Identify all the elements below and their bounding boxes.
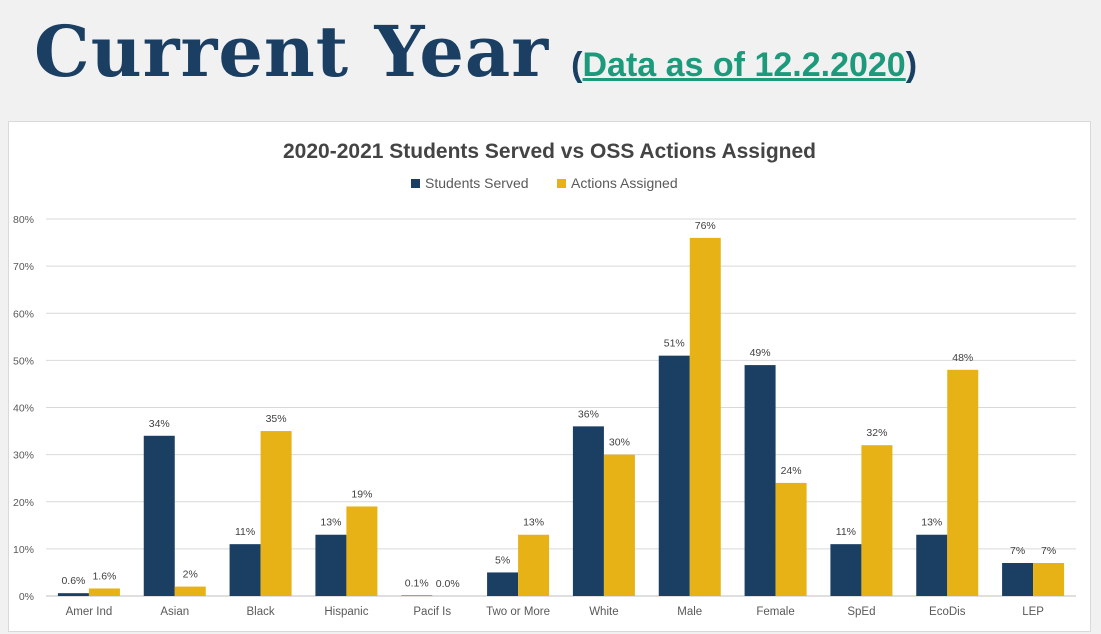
- data-label: 1.6%: [92, 570, 116, 582]
- legend-label-2: Actions Assigned: [571, 175, 678, 191]
- data-label: 7%: [1010, 545, 1025, 557]
- data-label: 11%: [235, 526, 255, 538]
- bar-students-served: [143, 435, 175, 596]
- data-label: 11%: [836, 526, 856, 538]
- y-tick-label: 70%: [13, 261, 34, 273]
- data-label: 7%: [1041, 545, 1056, 557]
- bar-actions-assigned: [518, 534, 550, 596]
- bar-actions-assigned: [174, 586, 206, 596]
- bar-chart: 2020-2021 Students Served vs OSS Actions…: [13, 140, 1076, 618]
- x-category-label: Black: [247, 606, 275, 618]
- data-label: 76%: [695, 220, 716, 232]
- data-date-note: (Data as of 12.2.2020): [571, 46, 917, 85]
- legend-label-1: Students Served: [425, 175, 529, 191]
- bar-actions-assigned: [346, 506, 378, 596]
- y-tick-label: 80%: [13, 214, 34, 226]
- x-category-label: White: [589, 606, 618, 618]
- data-label: 0.0%: [436, 578, 460, 590]
- bar-students-served: [916, 534, 948, 596]
- data-label: 30%: [609, 437, 630, 449]
- bar-actions-assigned: [603, 454, 635, 596]
- open-paren: (: [571, 46, 583, 84]
- data-label: 13%: [320, 517, 341, 529]
- data-label: 19%: [351, 488, 372, 500]
- data-label: 48%: [952, 352, 973, 364]
- bar-actions-assigned: [88, 588, 120, 596]
- bar-students-served: [57, 593, 89, 596]
- data-label: 5%: [495, 554, 510, 566]
- close-paren: ): [905, 46, 918, 84]
- data-label: 0.6%: [61, 575, 85, 587]
- data-label: 24%: [781, 465, 802, 477]
- y-tick-label: 10%: [13, 544, 34, 556]
- y-tick-label: 30%: [13, 450, 34, 462]
- y-tick-label: 40%: [13, 403, 34, 415]
- chart-title: 2020-2021 Students Served vs OSS Actions…: [283, 140, 816, 163]
- bar-students-served: [315, 534, 347, 596]
- data-label: 13%: [523, 517, 544, 529]
- bar-students-served: [830, 544, 862, 596]
- bar-actions-assigned: [1033, 563, 1065, 596]
- data-label: 2%: [183, 569, 198, 581]
- data-label: 35%: [266, 413, 287, 425]
- legend-swatch-2: [557, 179, 566, 188]
- data-label: 13%: [921, 517, 942, 529]
- bar-students-served: [229, 544, 261, 596]
- data-label: 0.1%: [405, 578, 429, 590]
- bar-actions-assigned: [689, 237, 721, 596]
- page-header: Current Year (Data as of 12.2.2020): [34, 10, 917, 93]
- bar-students-served: [658, 355, 690, 596]
- data-label: 32%: [866, 427, 887, 439]
- x-category-label: Female: [756, 606, 794, 618]
- x-category-label: Male: [677, 606, 702, 618]
- data-label: 34%: [149, 418, 170, 430]
- y-tick-label: 50%: [13, 355, 34, 367]
- bar-actions-assigned: [861, 445, 893, 596]
- y-tick-label: 20%: [13, 497, 34, 509]
- x-category-label: EcoDis: [929, 606, 966, 618]
- bar-students-served: [744, 365, 776, 596]
- bar-actions-assigned: [260, 431, 292, 596]
- x-category-label: Two or More: [486, 606, 550, 618]
- y-tick-label: 0%: [19, 591, 34, 603]
- chart-panel: 2020-2021 Students Served vs OSS Actions…: [8, 121, 1091, 632]
- bar-students-served: [487, 572, 519, 596]
- x-category-label: Amer Ind: [66, 606, 113, 618]
- y-tick-label: 60%: [13, 308, 34, 320]
- data-label: 49%: [750, 347, 771, 359]
- data-label: 36%: [578, 408, 599, 420]
- x-category-label: Pacif Is: [413, 606, 451, 618]
- bar-actions-assigned: [775, 482, 807, 596]
- x-category-label: Asian: [160, 606, 189, 618]
- bar-students-served: [572, 426, 604, 596]
- data-label: 51%: [664, 338, 685, 350]
- data-date-link[interactable]: Data as of 12.2.2020: [582, 46, 906, 84]
- x-category-label: Hispanic: [324, 606, 368, 618]
- x-category-label: SpEd: [847, 606, 875, 618]
- bar-students-served: [1002, 563, 1034, 596]
- x-category-label: LEP: [1022, 606, 1044, 618]
- legend-swatch-1: [411, 179, 420, 188]
- page-title: Current Year: [34, 10, 550, 93]
- bar-actions-assigned: [947, 369, 979, 596]
